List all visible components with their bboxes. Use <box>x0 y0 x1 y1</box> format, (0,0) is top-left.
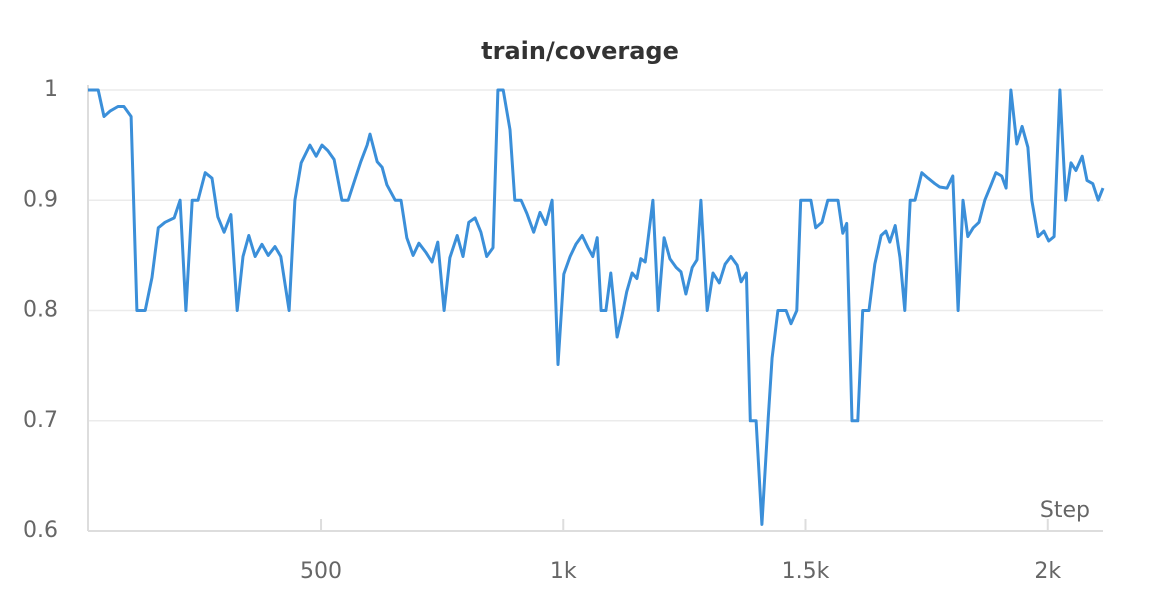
y-tick-label: 0.8 <box>23 298 58 323</box>
x-axis-label: Step <box>1040 498 1090 523</box>
y-tick-label: 1 <box>44 77 58 102</box>
chart-title: train/coverage <box>481 37 679 65</box>
x-tick-label: 1.5k <box>782 559 830 584</box>
x-tick-label: 2k <box>1034 559 1061 584</box>
x-tick-label: 500 <box>300 559 342 584</box>
y-tick-label: 0.7 <box>23 408 58 433</box>
y-tick-label: 0.6 <box>23 518 58 543</box>
y-tick-label: 0.9 <box>23 187 58 212</box>
x-tick-label: 1k <box>550 559 577 584</box>
data-line <box>88 88 1105 526</box>
